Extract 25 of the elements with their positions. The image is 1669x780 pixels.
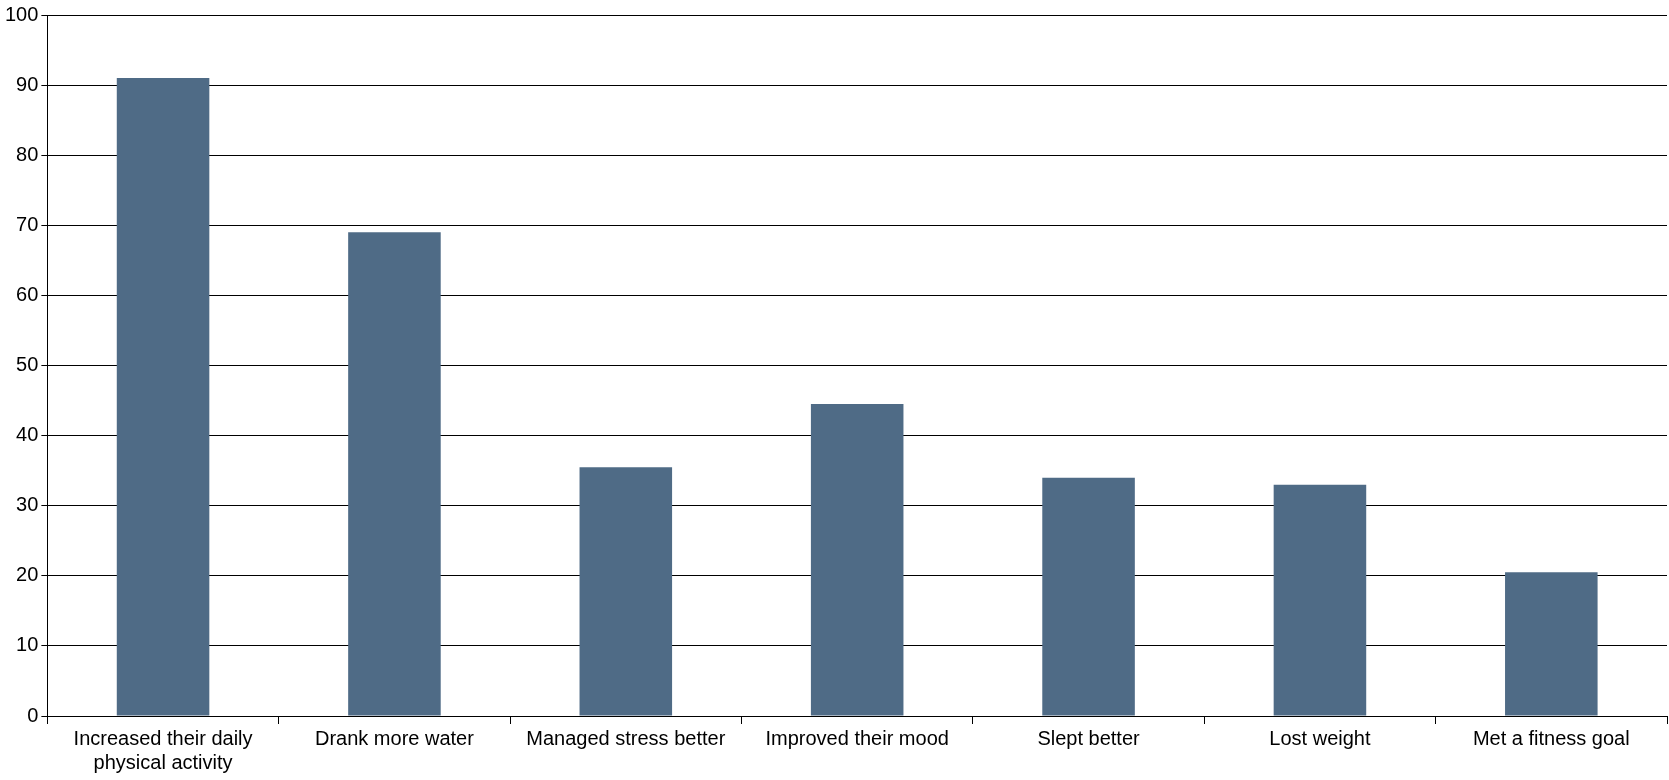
x-tick-label: Lost weight — [1269, 726, 1371, 749]
y-tick-label: 10 — [16, 633, 39, 656]
bar — [116, 78, 210, 716]
bar — [1042, 477, 1135, 716]
x-tick-label: Drank more water — [314, 726, 475, 749]
y-tick-label: 40 — [16, 423, 39, 446]
bar — [1273, 484, 1367, 716]
bar — [1505, 572, 1598, 716]
y-tick-label: 100 — [4, 2, 39, 25]
y-tick-label: 30 — [16, 493, 39, 516]
bar — [348, 232, 441, 716]
bar — [810, 404, 904, 716]
y-tick-label: 20 — [16, 563, 39, 586]
x-tick-label: Improved their mood — [765, 726, 949, 749]
bar — [579, 467, 673, 716]
y-tick-label: 50 — [16, 353, 39, 376]
y-tick-label: 70 — [16, 212, 39, 235]
x-tick-label: Increased their daily physical activity — [73, 726, 253, 773]
x-tick-label: Met a fitness goal — [1472, 726, 1630, 749]
y-tick-label: 60 — [16, 282, 39, 305]
y-tick-label: 80 — [16, 142, 39, 165]
x-tick-label: Slept better — [1037, 726, 1141, 749]
y-tick-label: 0 — [27, 703, 39, 726]
y-tick-label: 90 — [16, 72, 39, 95]
x-tick-label: Managed stress better — [526, 726, 726, 749]
